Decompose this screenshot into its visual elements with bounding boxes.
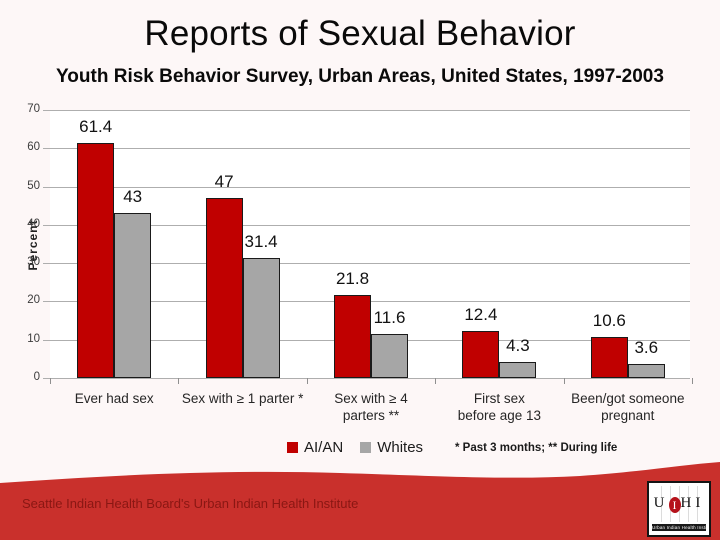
logo-letters-hi: HI (680, 495, 705, 511)
gridline (43, 378, 690, 379)
logo-letter-u: U (653, 495, 669, 511)
bar-ai-an-ever-had-sex (77, 142, 115, 378)
footer-attribution: Seattle Indian Health Board's Urban Indi… (22, 496, 359, 511)
footer-wave (0, 462, 720, 540)
logo-letters: U I HI (649, 495, 709, 513)
legend-item-ai-an: AI/AN (287, 439, 343, 456)
bar-whites-ever-had-sex (114, 213, 152, 378)
bar-value-label: 11.6 (373, 307, 406, 327)
y-axis-tick-label: 30 (27, 256, 40, 269)
legend-swatch-ai-an (287, 442, 298, 453)
bar-value-label: 31.4 (244, 231, 278, 251)
bar-ai-an-first-sex (462, 330, 500, 378)
y-axis-tick-label: 20 (27, 294, 40, 307)
x-axis-label-sex-with-4: Sex with ≥ 4 parters ** (334, 391, 408, 424)
gridline (43, 186, 690, 188)
y-axis-tick-label: 40 (27, 217, 40, 230)
bar-whites-sex-with-1-parter (242, 257, 280, 378)
legend-item-whites: Whites (360, 439, 423, 456)
bar-value-label: 21.8 (335, 268, 370, 288)
bar-ai-an-sex-with-4 (334, 294, 371, 378)
page-subtitle: Youth Risk Behavior Survey, Urban Areas,… (56, 66, 664, 87)
gridline (43, 110, 690, 111)
y-axis-tick-label: 10 (27, 332, 40, 345)
bar-value-label: 61.4 (79, 116, 113, 136)
chart-legend: AI/AN Whites (287, 439, 423, 456)
gridline (43, 148, 690, 150)
x-axis-label-first-sex: First sex before age 13 (457, 391, 542, 424)
bar-value-label: 47 (214, 172, 234, 192)
logo-caption: Urban Indian Health Institute (652, 524, 706, 531)
x-axis-tick (563, 378, 565, 384)
legend-label-ai-an: AI/AN (304, 439, 344, 456)
x-axis-tick (435, 378, 437, 384)
y-axis-tick-label: 60 (27, 141, 40, 154)
bar-ai-an-been-got-someone (590, 337, 628, 378)
x-axis-tick (50, 378, 51, 384)
bar-value-label: 4.3 (506, 335, 530, 355)
y-axis-tick-label: 70 (27, 103, 40, 115)
x-axis-label-sex-with-1-parter: Sex with ≥ 1 parter * (181, 391, 304, 406)
logo-red-oval-icon: I (668, 497, 681, 513)
x-axis-tick (178, 378, 180, 384)
x-axis-tick (306, 378, 308, 384)
bar-value-label: 43 (123, 187, 143, 207)
legend-swatch-whites (360, 442, 372, 453)
chart-footnote: * Past 3 months; ** During life (455, 442, 618, 454)
y-axis-tick-label: 50 (27, 179, 40, 192)
x-axis-label-ever-had-sex: Ever had sex (74, 391, 154, 406)
page-title: Reports of Sexual Behavior (144, 14, 576, 53)
bar-value-label: 10.6 (592, 311, 626, 331)
gridline (43, 263, 690, 265)
y-axis-tick-label: 0 (33, 371, 40, 383)
bar-value-label: 3.6 (634, 338, 659, 358)
bar-whites-been-got-someone (627, 364, 665, 378)
bar-whites-first-sex (499, 361, 537, 378)
gridline (43, 224, 690, 226)
legend-label-whites: Whites (377, 439, 424, 456)
bar-whites-sex-with-4 (371, 333, 408, 378)
x-axis-tick (692, 378, 693, 384)
bar-value-label: 12.4 (464, 304, 498, 324)
bar-ai-an-sex-with-1-parter (205, 198, 243, 378)
x-axis-label-been-got-someone: Been/got someone pregnant (571, 391, 685, 424)
